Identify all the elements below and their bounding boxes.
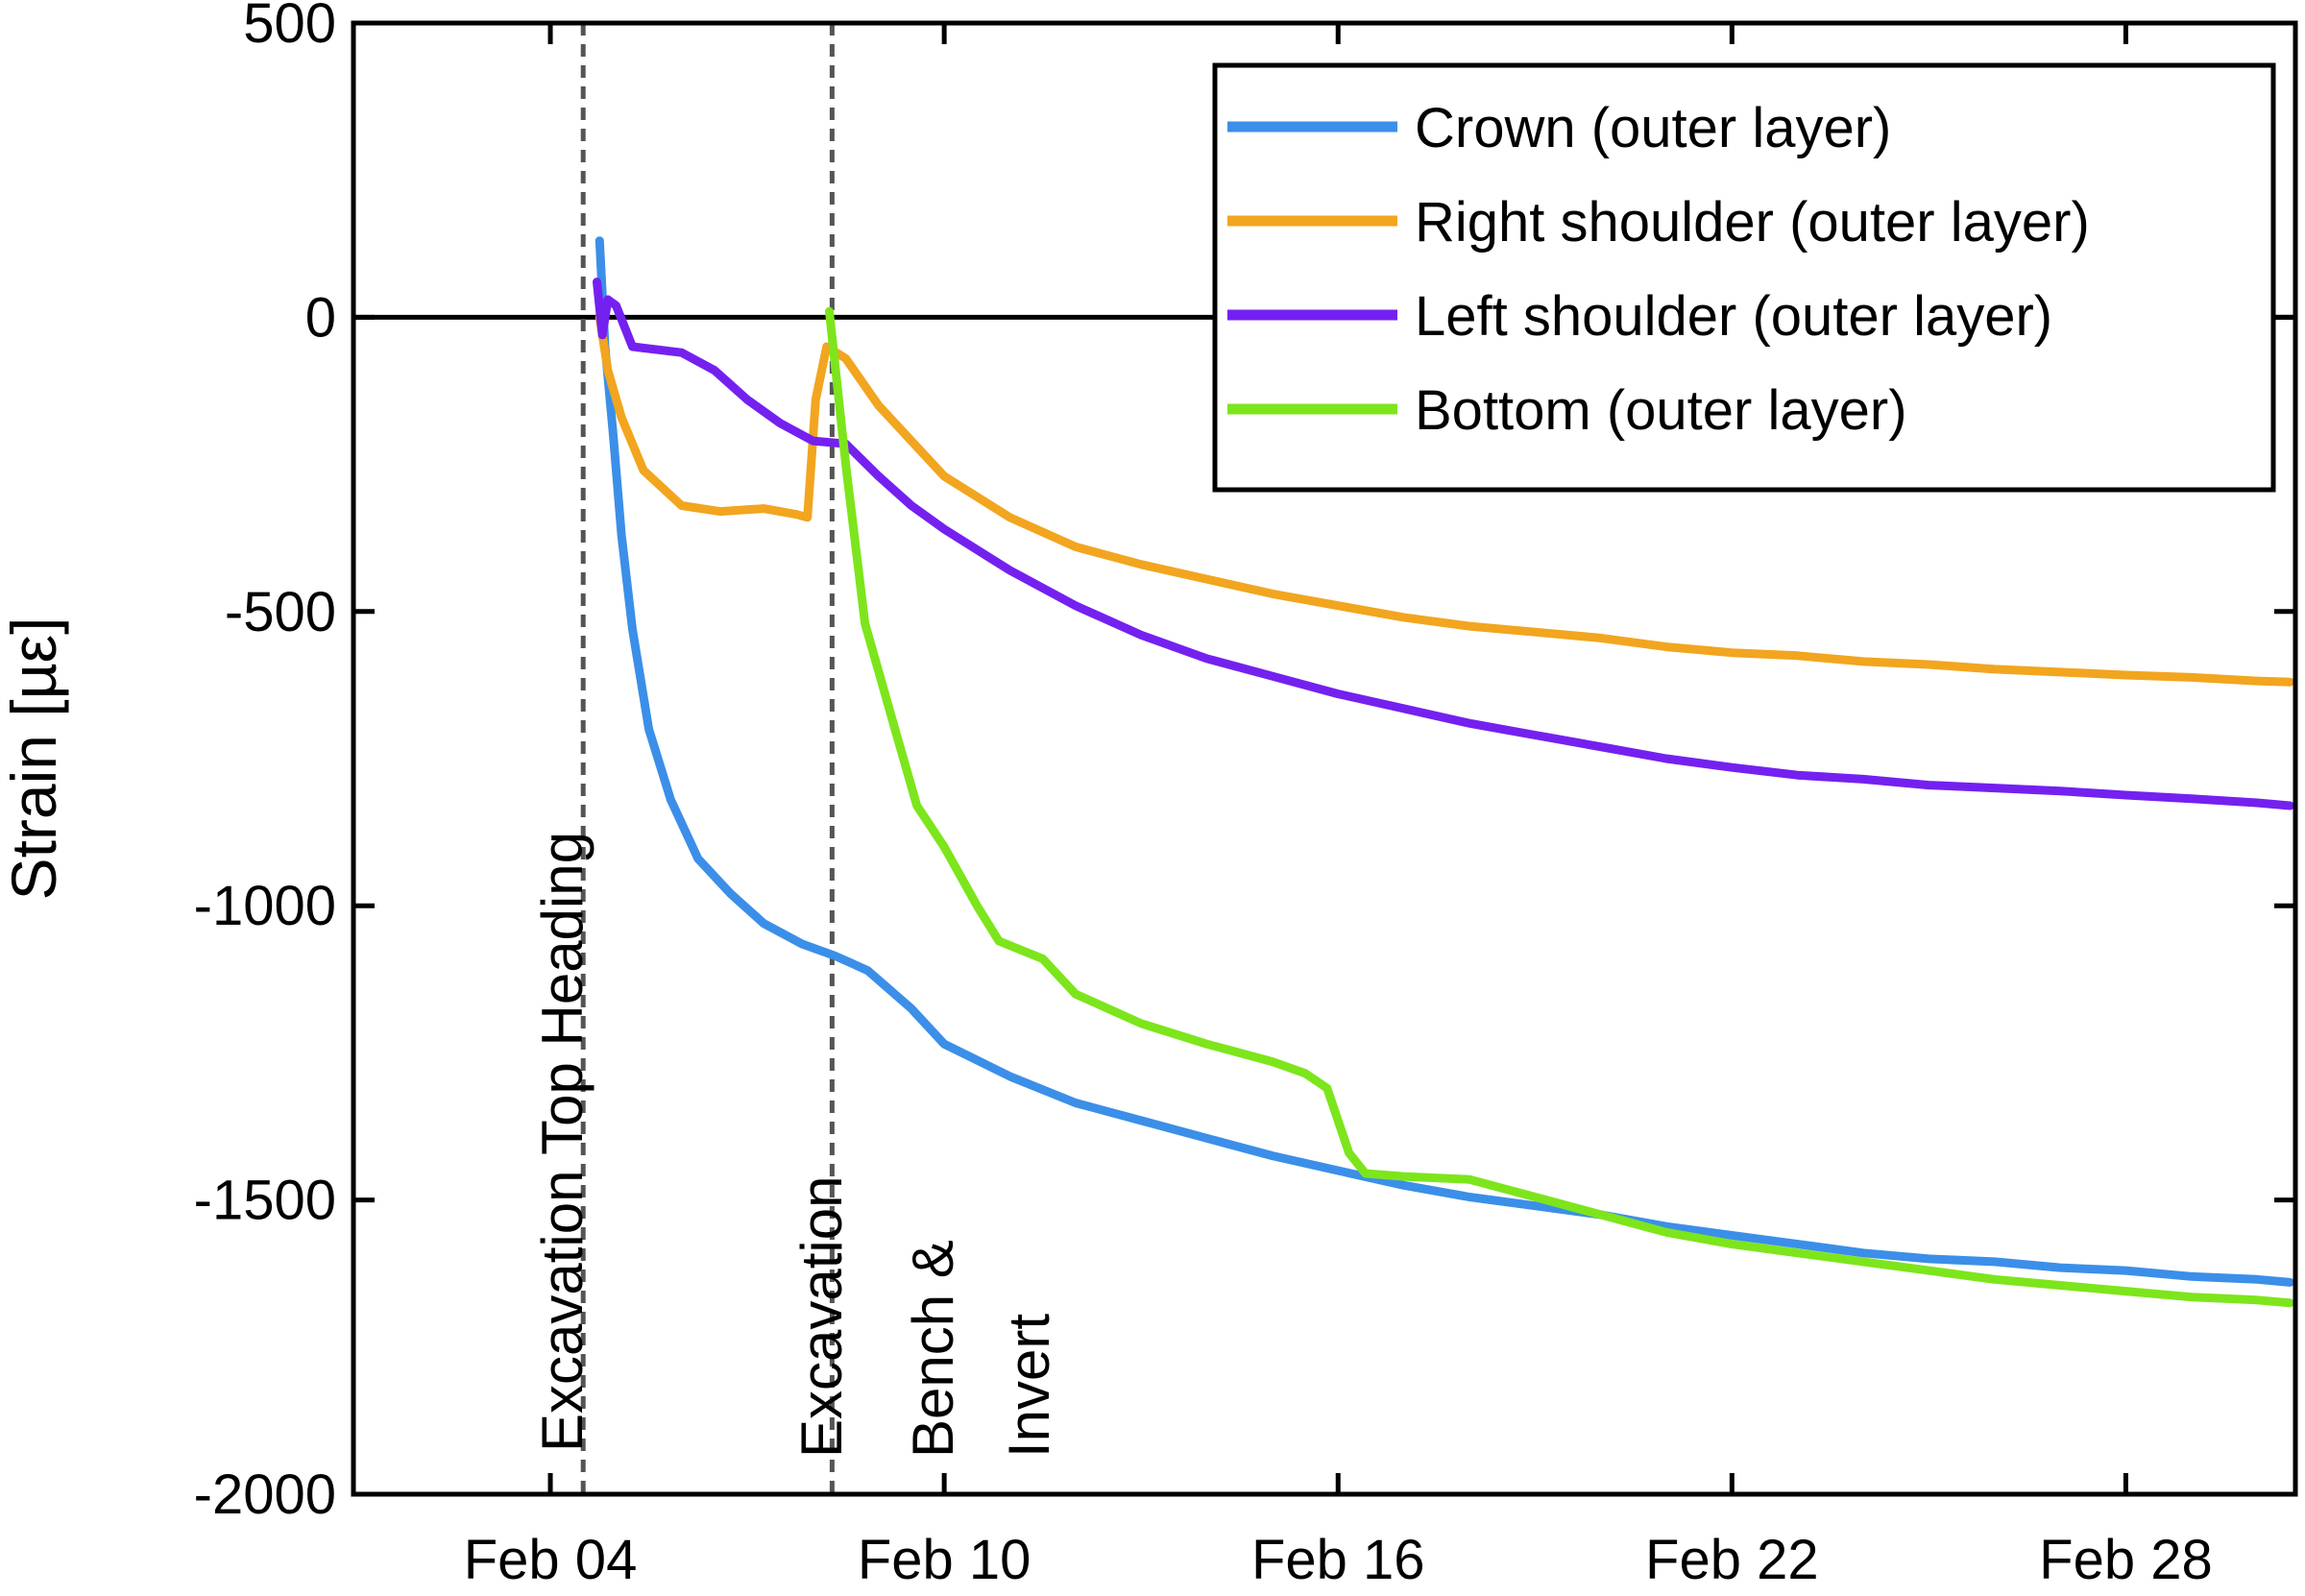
annotation-bench-invert-line3: Invert xyxy=(997,1314,1061,1458)
y-tick-label-0: 500 xyxy=(243,0,336,55)
annotation-bench-invert-line1: Excavation xyxy=(789,1176,854,1459)
annotation-bench-invert-line2: Bench & xyxy=(901,1240,965,1458)
series-line-0 xyxy=(594,236,2294,1287)
y-axis-label: Strain [µε] xyxy=(0,617,69,901)
x-tick-label-2: Feb 16 xyxy=(1251,1529,1425,1591)
y-tick-label-4: -1500 xyxy=(194,1170,336,1232)
series-line-2 xyxy=(593,278,2294,810)
x-tick-label-4: Feb 28 xyxy=(2039,1529,2213,1591)
y-tick-label-1: 0 xyxy=(305,286,336,349)
y-tick-label-5: -2000 xyxy=(194,1463,336,1526)
annotation-top-heading: Excavation Top Heading xyxy=(530,832,594,1452)
legend-box xyxy=(1212,62,2276,493)
x-tick-label-3: Feb 22 xyxy=(1645,1529,1819,1591)
series-line-3 xyxy=(825,306,2294,1308)
legend-label-3: Bottom (outer layer) xyxy=(1415,379,1907,442)
legend-label-1: Right shoulder (outer layer) xyxy=(1415,191,2090,254)
y-tick-label-3: -1000 xyxy=(194,875,336,937)
plot-frame xyxy=(351,20,2298,1497)
x-tick-label-1: Feb 10 xyxy=(858,1529,1031,1591)
legend-label-0: Crown (outer layer) xyxy=(1415,97,1891,159)
legend: Crown (outer layer) Right shoulder (outer… xyxy=(1212,62,2276,493)
legend-label-2: Left shoulder (outer layer) xyxy=(1415,285,2052,348)
series-line-1 xyxy=(594,312,2294,687)
x-tick-label-0: Feb 04 xyxy=(464,1529,638,1591)
y-tick-label-2: -500 xyxy=(225,581,336,643)
